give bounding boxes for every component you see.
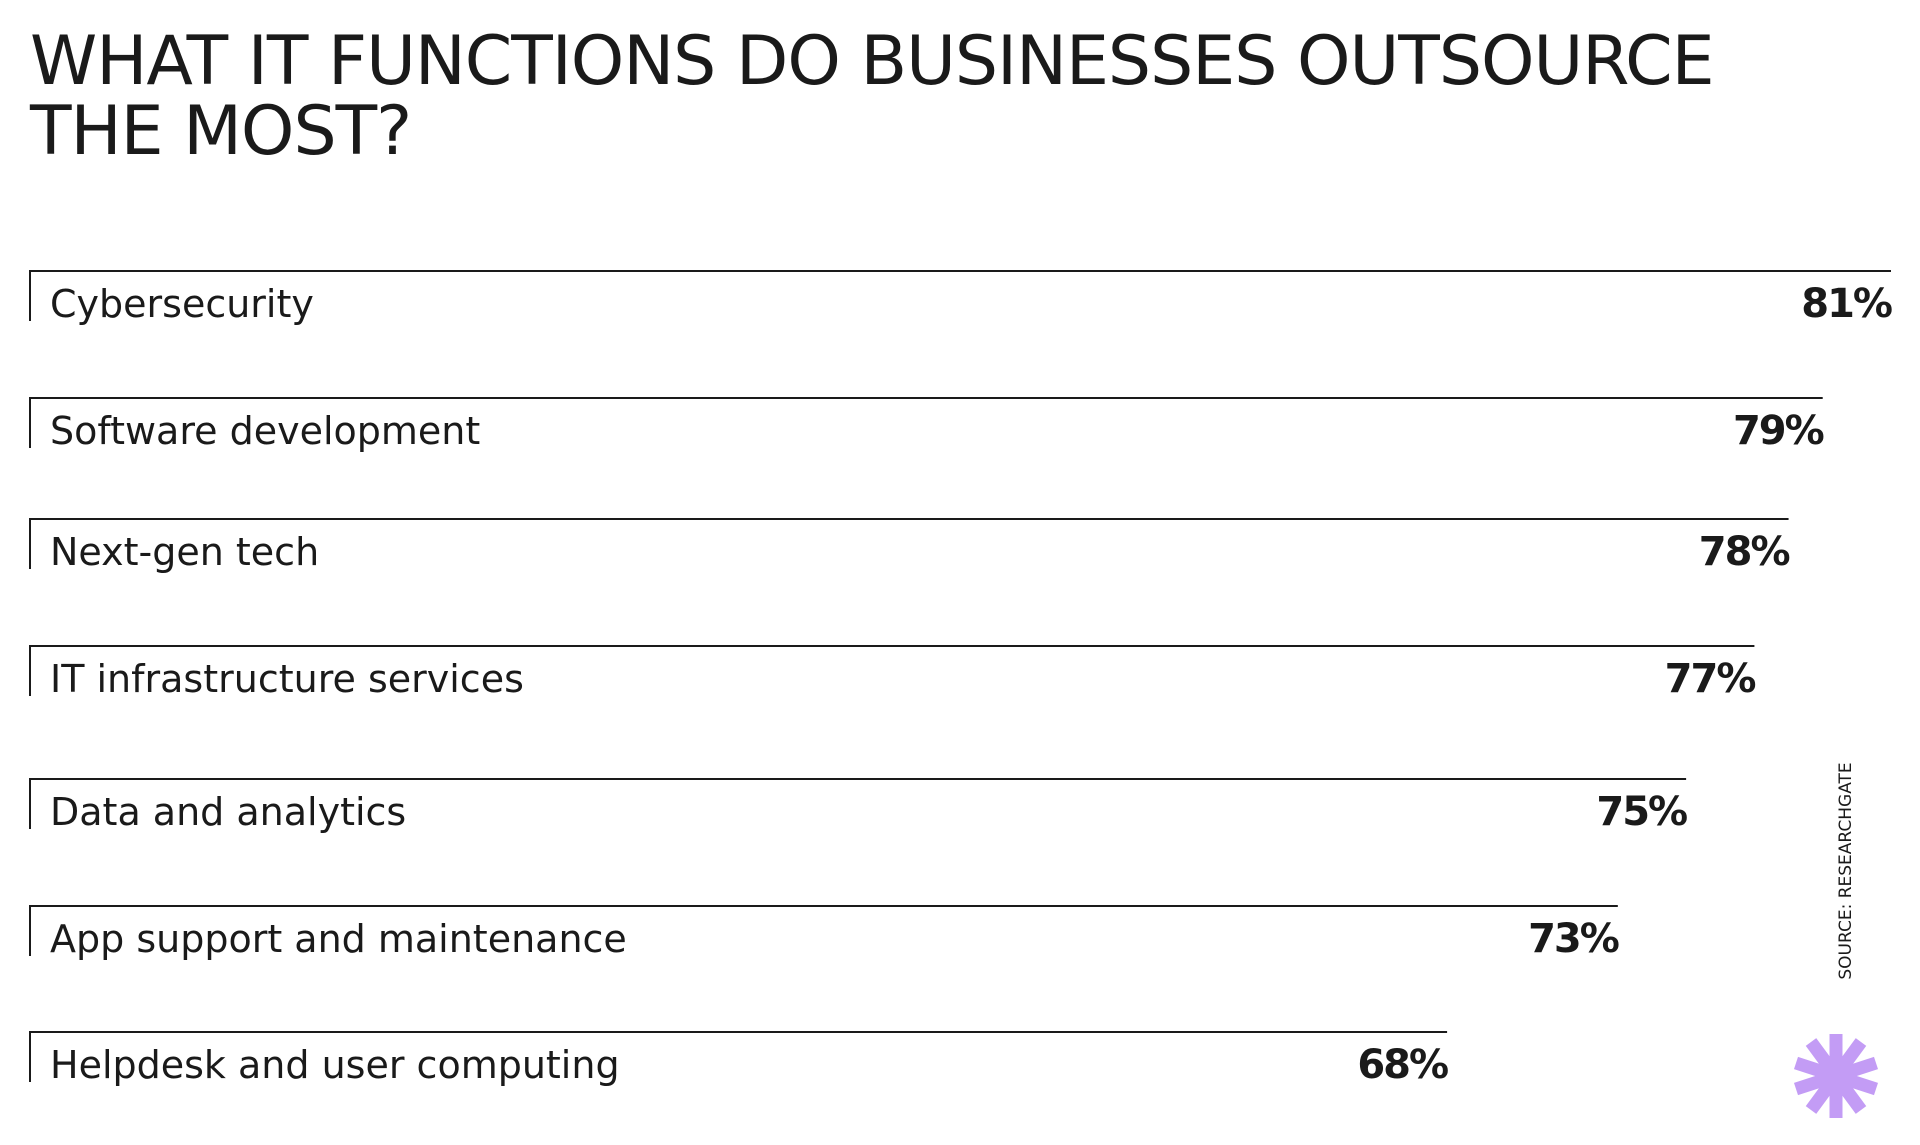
- logo-asterisk: [1793, 1034, 1879, 1118]
- category-label: Data and analytics: [50, 790, 406, 834]
- category-label: Helpdesk and user computing: [50, 1043, 620, 1087]
- category-label: IT infrastructure services: [50, 657, 524, 701]
- bar: [29, 778, 1687, 829]
- category-label: App support and maintenance: [50, 917, 627, 961]
- value-label: 68%: [1357, 1042, 1448, 1088]
- chart-title: THE MOST?: [29, 92, 411, 171]
- value-label: 79%: [1733, 408, 1824, 454]
- category-label: Next-gen tech: [50, 530, 319, 574]
- bar: [29, 1031, 1448, 1082]
- bar: [29, 270, 1891, 321]
- source-note: SOURCE: RESEARCHGATE: [1836, 762, 1856, 979]
- category-label: Software development: [50, 409, 480, 453]
- value-label: 77%: [1665, 656, 1756, 702]
- bar: [29, 905, 1618, 956]
- value-label: 78%: [1699, 529, 1790, 575]
- bar: [29, 518, 1789, 569]
- chart-title: WHAT IT FUNCTIONS DO BUSINESSES OUTSOURC…: [30, 22, 1714, 101]
- bar: [29, 397, 1823, 448]
- value-label: 81%: [1801, 281, 1892, 327]
- bar: [29, 645, 1755, 696]
- category-label: Cybersecurity: [50, 282, 314, 326]
- value-label: 73%: [1528, 916, 1619, 962]
- value-label: 75%: [1596, 789, 1687, 835]
